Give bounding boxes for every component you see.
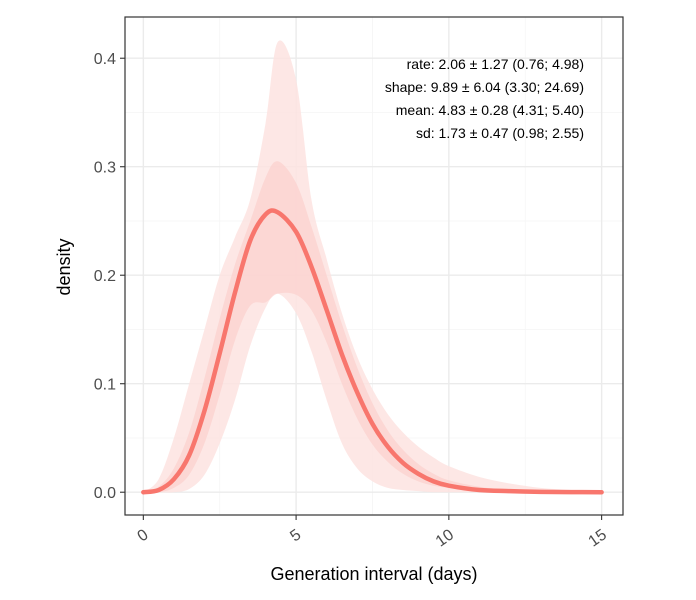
uncertainty-bands [143, 40, 602, 493]
annotation-sd: sd: 1.73 ± 0.47 (0.98; 2.55) [416, 125, 584, 141]
y-tick-label: 0.3 [94, 160, 116, 177]
annotation-mean: mean: 4.83 ± 0.28 (4.31; 5.40) [396, 102, 584, 118]
series-lines [141, 208, 604, 495]
parameter-annotations: rate: 2.06 ± 1.27 (0.76; 4.98) shape: 9.… [385, 56, 584, 141]
x-tick-label: 5 [287, 526, 304, 545]
x-tick-label: 15 [586, 526, 610, 550]
x-tick-label: 0 [135, 526, 152, 545]
y-tick-label: 0.1 [94, 377, 116, 394]
y-axis-title: density [54, 238, 74, 295]
annotation-shape: shape: 9.89 ± 6.04 (3.30; 24.69) [385, 79, 584, 95]
y-tick-label: 0.4 [94, 51, 116, 68]
panel-frame [124, 16, 624, 516]
x-tick-label: 10 [433, 526, 457, 550]
band-inner [143, 161, 602, 493]
x-axis-title: Generation interval (days) [270, 564, 477, 584]
grid [125, 17, 623, 515]
series-line-median [141, 208, 604, 495]
annotation-rate: rate: 2.06 ± 1.27 (0.76; 4.98) [407, 56, 584, 72]
y-tick-label: 0.2 [94, 268, 116, 285]
panel-border [124, 16, 624, 516]
y-tick-label: 0.0 [94, 485, 116, 502]
